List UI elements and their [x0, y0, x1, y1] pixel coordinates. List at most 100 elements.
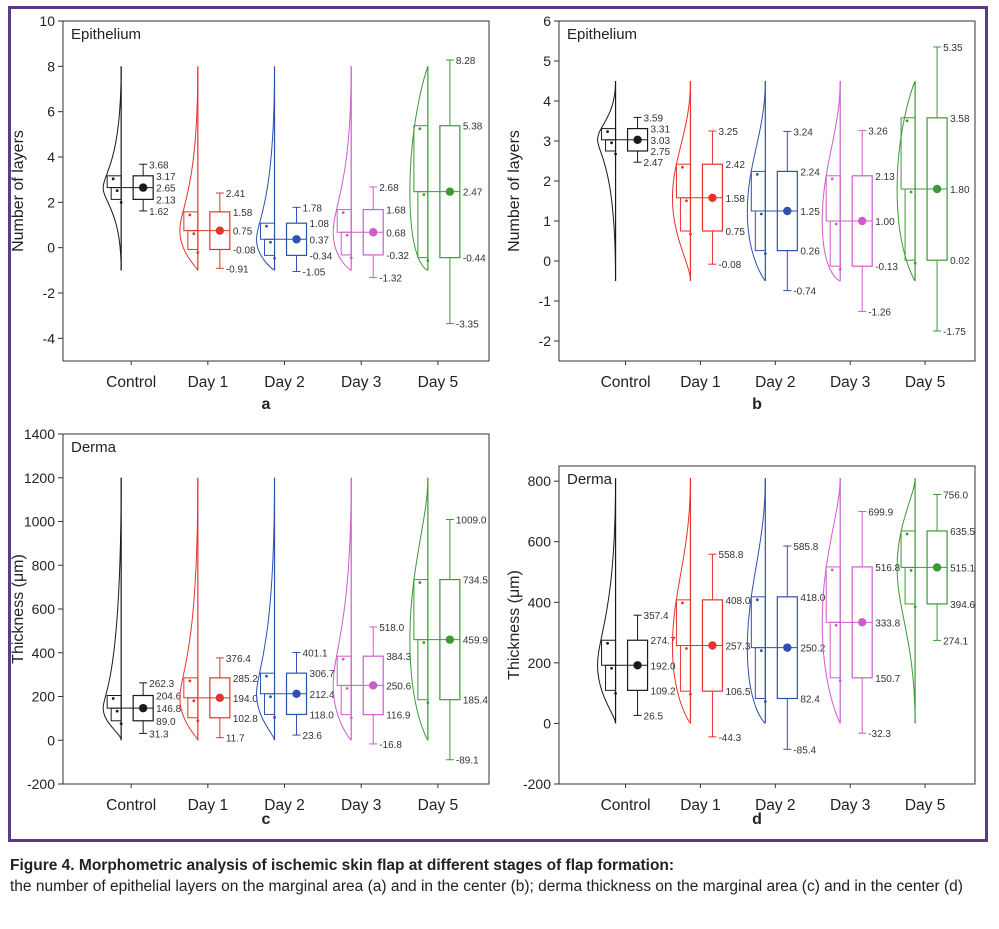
violin-curve [332, 66, 352, 271]
violin-curve [256, 477, 276, 741]
data-point [838, 267, 842, 271]
histogram-bar [413, 579, 429, 641]
y-tick-label: 5 [543, 53, 551, 69]
box-group: Day 3 3.26 2.13 1.00 -0.13 -1.26 [821, 80, 898, 391]
value-label: -0.08 [718, 260, 741, 271]
mean-marker [369, 228, 378, 237]
data-point [349, 716, 353, 720]
histogram-bar [340, 684, 352, 716]
data-point [610, 666, 613, 670]
histogram-bar [754, 647, 766, 699]
value-label: -85.4 [793, 745, 816, 756]
value-label: -0.08 [233, 245, 256, 256]
data-point [905, 532, 909, 536]
value-label: 401.1 [303, 649, 328, 660]
histogram-bar [417, 639, 429, 701]
mean-marker [215, 226, 225, 235]
data-point [349, 256, 353, 260]
histogram-bar [264, 693, 276, 715]
x-tick-label: Day 3 [341, 374, 382, 391]
panel-title: Epithelium [567, 26, 637, 43]
data-point [685, 647, 688, 650]
data-point [111, 177, 115, 181]
data-point [610, 141, 613, 145]
value-label: 1009.0 [456, 516, 487, 527]
data-point [265, 224, 268, 228]
y-tick-label: 3 [543, 133, 551, 149]
mean-marker [138, 183, 148, 192]
value-label: -16.8 [379, 740, 402, 751]
violin-curve [746, 80, 766, 282]
x-tick-label: Day 5 [418, 797, 459, 814]
value-label: 635.5 [950, 527, 975, 538]
data-point [115, 189, 119, 193]
box-group: Day 5 8.28 5.38 2.47 -0.44 -3.35 [409, 56, 486, 391]
histogram-bar [754, 210, 766, 252]
box-group: Day 1 376.4 285.2 194.0 102.8 11.7 [179, 477, 258, 814]
panel-title: Derma [567, 471, 613, 488]
y-tick-label: 6 [47, 104, 55, 120]
value-label: 23.6 [303, 731, 323, 742]
data-point [196, 719, 200, 723]
value-label: 8.28 [456, 56, 476, 67]
violin-curve [671, 478, 691, 724]
data-point [265, 674, 268, 678]
value-label: -1.26 [868, 307, 891, 318]
x-tick-label: Day 3 [830, 374, 871, 391]
histogram-bar [336, 655, 352, 686]
y-axis-label: Thickness (μm) [506, 570, 523, 680]
mean-marker [633, 661, 642, 670]
box-group: Day 3 699.9 516.8 333.8 150.7 -32.3 [821, 478, 901, 814]
data-point [689, 232, 692, 236]
data-point [838, 679, 842, 683]
caption-title: Figure 4. Morphometric analysis of ische… [10, 857, 675, 874]
data-point [422, 193, 426, 197]
violin-curve [821, 478, 841, 724]
histogram-bar [829, 621, 841, 679]
violin-curve [102, 477, 122, 741]
value-label: 3.26 [868, 127, 888, 138]
data-point [341, 657, 345, 661]
value-label: 26.5 [644, 711, 664, 722]
histogram-bar [679, 197, 691, 232]
histogram-bar [900, 117, 916, 190]
chart-panel-a: -4 -2 0 2 4 6 8 10 Number of layers Epithelium Con… [10, 13, 490, 413]
y-tick-label: -2 [539, 333, 552, 349]
histogram-bar [601, 128, 617, 141]
panel-title: Derma [71, 439, 117, 456]
data-point [681, 601, 684, 605]
value-label: 1.00 [875, 217, 895, 228]
data-point [755, 173, 759, 176]
x-tick-label: Day 3 [830, 797, 871, 814]
mean-marker [215, 693, 225, 703]
y-tick-label: -200 [523, 776, 551, 792]
y-axis-label: Number of layers [11, 130, 27, 252]
x-tick-label: Day 2 [264, 797, 305, 814]
value-label: 516.8 [875, 563, 900, 574]
value-label: -0.74 [793, 287, 816, 298]
caption-text: the number of epithelial layers on the m… [10, 878, 963, 895]
histogram-bar [904, 566, 916, 605]
value-label: 558.8 [718, 550, 743, 561]
mean-marker [138, 703, 148, 713]
histogram-bar [340, 231, 352, 256]
value-label: -0.13 [875, 262, 898, 273]
value-label: 459.9 [463, 636, 488, 647]
value-label: 2.13 [875, 172, 895, 183]
value-label: 699.9 [868, 507, 893, 518]
histogram-bar [675, 163, 691, 199]
value-label: 357.4 [644, 611, 669, 622]
violin-curve [597, 478, 617, 724]
value-label: 3.03 [651, 136, 671, 147]
violin-curve [102, 66, 122, 271]
value-label: 333.8 [875, 618, 900, 629]
box-group: Control 357.4 274.7 192.0 109.2 26.5 [597, 478, 676, 814]
data-point [418, 127, 422, 131]
y-axis-label: Thickness (μm) [11, 554, 27, 664]
value-label: 2.65 [156, 184, 176, 195]
box-group: Day 5 1009.0 734.5 459.9 185.4 -89.1 [409, 477, 488, 814]
y-tick-label: 2 [543, 173, 551, 189]
histogram-bar [413, 125, 429, 193]
y-axis-label: Number of layers [506, 130, 523, 252]
